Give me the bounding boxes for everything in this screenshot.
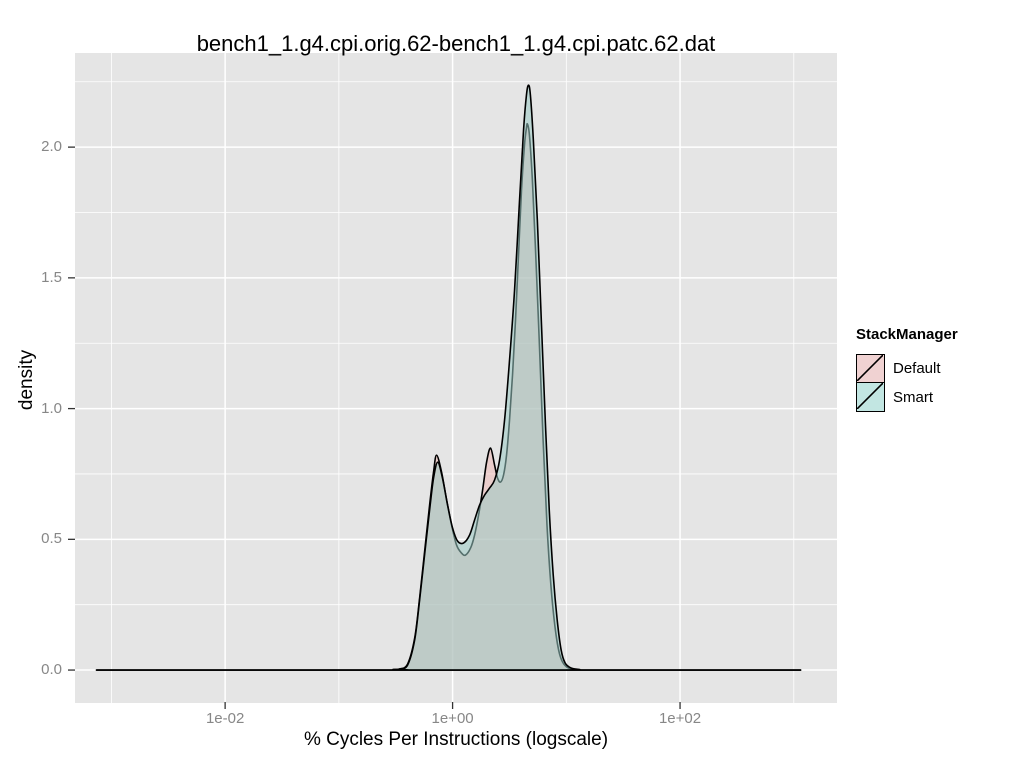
y-tick-label: 0.0 (41, 661, 62, 679)
legend: StackManager Default Smart (856, 326, 958, 412)
x-tick-label: 1e-02 (205, 710, 245, 727)
y-tick-label: 0.5 (41, 530, 62, 548)
plot-title: bench1_1.g4.cpi.orig.62-bench1_1.g4.cpi.… (196, 31, 716, 56)
legend-key-swatch (856, 354, 885, 383)
y-tick-label: 1.0 (41, 399, 62, 417)
density-curve-smart (95, 84, 802, 671)
x-tick-label: 1e+00 (431, 710, 474, 727)
legend-entry-smart: Smart (856, 383, 958, 412)
legend-key-swatch (856, 383, 885, 412)
legend-entry-default: Default (856, 354, 958, 383)
y-tick-label: 2.0 (41, 138, 62, 156)
x-axis-title: % Cycles Per Instructions (logscale) (303, 729, 609, 750)
legend-label: Default (893, 360, 941, 377)
diagonal-line-icon (857, 383, 883, 409)
legend-title: StackManager (856, 326, 958, 343)
x-tick-label: 1e+02 (658, 710, 702, 727)
diagonal-line-icon (857, 355, 883, 381)
legend-entries: Default Smart (856, 354, 958, 412)
legend-label: Smart (893, 389, 934, 406)
y-tick-label: 1.5 (41, 268, 62, 286)
